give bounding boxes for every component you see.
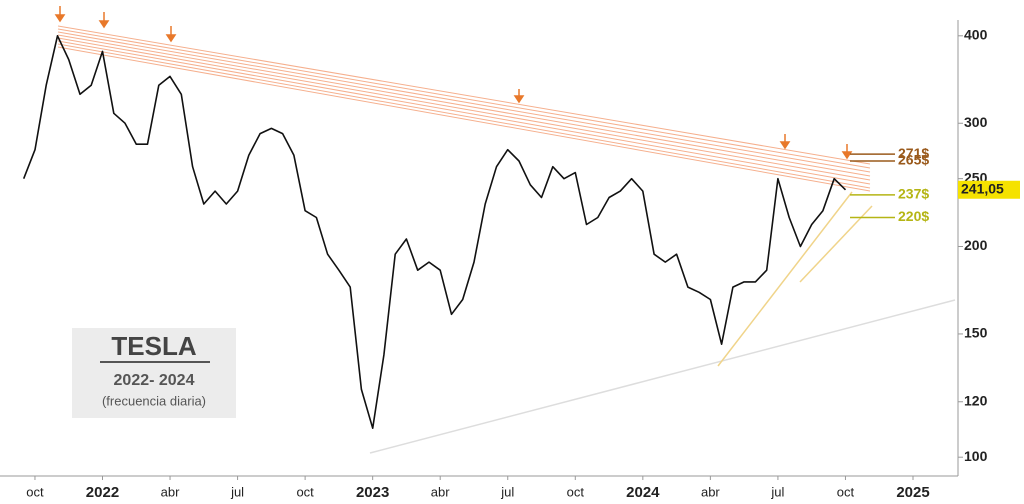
- y-tick-label: 400: [964, 27, 988, 43]
- resistance-band: [57, 25, 871, 192]
- support-line: [369, 299, 956, 454]
- x-tick-label: oct: [26, 484, 44, 499]
- x-tick-label: jul: [770, 484, 784, 499]
- y-tick-label: 100: [964, 448, 988, 464]
- chart-subtitle: 2022- 2024: [114, 372, 195, 389]
- x-tick-label: oct: [567, 484, 585, 499]
- x-tick-label: abr: [431, 484, 450, 499]
- level-label: 271$: [898, 145, 929, 161]
- title-box: [72, 328, 236, 418]
- support-line: [717, 191, 853, 367]
- x-tick-label: abr: [161, 484, 180, 499]
- support-line: [799, 205, 873, 283]
- x-tick-label: oct: [837, 484, 855, 499]
- x-tick-label: 2025: [896, 484, 929, 501]
- last-price-label: 241,05: [961, 180, 1004, 196]
- y-tick-label: 300: [964, 114, 988, 130]
- last-price-box: [958, 180, 1020, 199]
- y-tick-label: 200: [964, 237, 988, 253]
- x-tick-label: 2023: [356, 484, 389, 501]
- x-tick-label: oct: [296, 484, 314, 499]
- x-tick-label: abr: [701, 484, 720, 499]
- x-tick-label: 2024: [626, 484, 660, 501]
- y-tick-label: 120: [964, 392, 988, 408]
- x-tick-label: jul: [500, 484, 514, 499]
- level-label: 265$: [898, 152, 929, 168]
- peak-arrows: [54, 6, 853, 160]
- y-tick-label: 150: [964, 325, 988, 341]
- level-label: 220$: [898, 208, 929, 224]
- x-tick-label: 2022: [86, 484, 119, 501]
- price-line: [22, 35, 847, 429]
- level-label: 237$: [898, 186, 929, 202]
- x-tick-label: jul: [230, 484, 244, 499]
- chart-note: (frecuencia diaria): [102, 393, 206, 408]
- chart-title: TESLA: [111, 331, 196, 361]
